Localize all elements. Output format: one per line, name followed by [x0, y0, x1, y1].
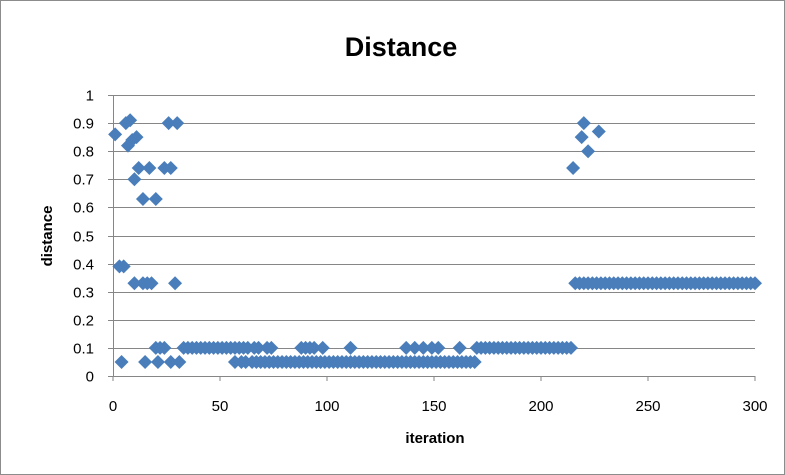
data-point [251, 340, 266, 355]
data-point [163, 354, 178, 369]
y-tick-label: 0.7 [73, 172, 94, 189]
x-tick-label: 100 [314, 398, 339, 415]
x-tick-label: 0 [109, 398, 117, 415]
data-point [157, 340, 172, 355]
data-point [108, 127, 123, 142]
gridlines [113, 95, 755, 349]
y-tick-label: 0.5 [73, 229, 94, 246]
data-point [591, 124, 606, 139]
data-point [467, 354, 482, 369]
y-tick-label: 1 [86, 88, 94, 105]
data-point [315, 340, 330, 355]
y-tick-label: 0.6 [73, 200, 94, 217]
y-axis-label: distance [39, 206, 56, 267]
data-point [343, 340, 358, 355]
data-point [563, 340, 578, 355]
data-point [168, 276, 183, 291]
data-point [123, 113, 138, 128]
y-tick-label: 0.3 [73, 285, 94, 302]
data-point [131, 161, 146, 176]
data-point [161, 116, 176, 131]
data-point [576, 116, 591, 131]
y-tick-label: 0 [86, 369, 94, 386]
data-point [116, 259, 131, 274]
data-points [108, 113, 762, 369]
data-point [142, 161, 157, 176]
data-point [144, 276, 159, 291]
x-tick-label: 250 [635, 398, 660, 415]
x-tick-label: 200 [528, 398, 553, 415]
data-point [163, 161, 178, 176]
y-tick-label: 0.1 [73, 341, 94, 358]
data-point [170, 116, 185, 131]
x-tick-label: 150 [421, 398, 446, 415]
data-point [748, 276, 762, 291]
data-point [399, 340, 414, 355]
data-point [566, 161, 581, 176]
axes [108, 95, 756, 381]
data-point [127, 276, 142, 291]
data-point [114, 354, 129, 369]
chart-title: Distance [345, 32, 458, 62]
data-point [407, 340, 422, 355]
data-point [127, 172, 142, 187]
y-tick-labels: 0 0.1 0.2 0.3 0.4 0.5 0.6 0.7 0.8 0.9 1 [73, 88, 94, 386]
data-point [574, 130, 589, 145]
data-point [452, 340, 467, 355]
y-tick-label: 0.8 [73, 144, 94, 161]
y-tick-label: 0.4 [73, 257, 94, 274]
y-tick-label: 0.2 [73, 313, 94, 330]
x-tick-label: 50 [212, 398, 229, 415]
data-point [416, 340, 431, 355]
data-point [581, 144, 596, 159]
data-point [129, 130, 144, 145]
data-point [172, 354, 187, 369]
x-tick-label: 300 [742, 398, 767, 415]
data-point [307, 340, 322, 355]
x-tick-labels: 0 50 100 150 200 250 300 [109, 398, 768, 415]
data-point [431, 340, 446, 355]
y-tick-label: 0.9 [73, 116, 94, 133]
data-point [135, 191, 150, 206]
data-point [148, 191, 163, 206]
data-point [150, 354, 165, 369]
data-point [264, 340, 279, 355]
data-point [138, 354, 153, 369]
x-axis-label: iteration [405, 430, 464, 447]
